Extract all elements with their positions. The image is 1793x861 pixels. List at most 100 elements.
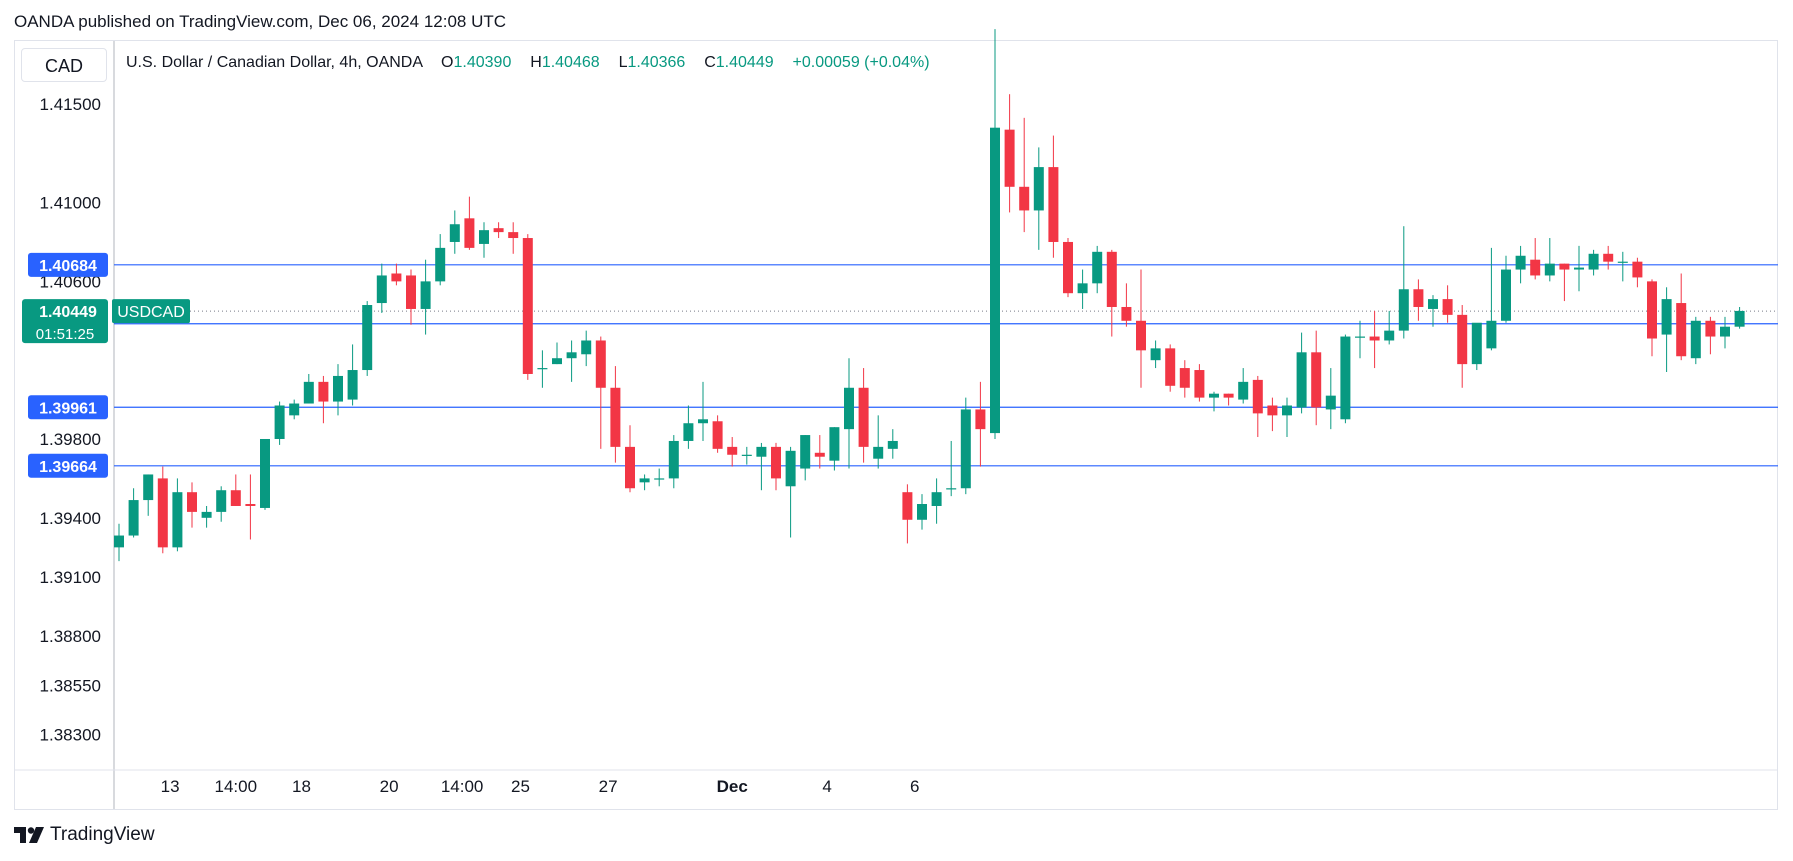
- candle-body: [1267, 405, 1278, 416]
- candle: [1617, 251, 1628, 282]
- candle-body: [844, 387, 854, 430]
- candle: [1588, 249, 1599, 276]
- candle-body: [1077, 283, 1088, 294]
- candle: [1325, 368, 1336, 430]
- candle: [1647, 279, 1657, 357]
- candle: [1209, 391, 1219, 412]
- candle-body: [1121, 306, 1132, 321]
- candle-body: [1720, 326, 1730, 337]
- candle-body: [960, 409, 971, 489]
- y-tick-label: 1.40600: [40, 272, 101, 291]
- legend-title: U.S. Dollar / Canadian Dollar, 4h, OANDA: [126, 54, 423, 71]
- candle-body: [1165, 348, 1176, 386]
- candle: [1369, 310, 1380, 369]
- candle: [493, 222, 504, 239]
- candle-body: [143, 474, 154, 501]
- last-price-value: 1.40449: [39, 304, 97, 321]
- ohlc-legend: U.S. Dollar / Canadian Dollar, 4h, OANDA…: [126, 54, 930, 72]
- candle: [1340, 334, 1351, 424]
- hline-price-label-bg: [28, 252, 108, 277]
- candle: [1077, 269, 1088, 309]
- candle-body: [931, 492, 942, 506]
- candle: [537, 350, 548, 388]
- currency-button[interactable]: CAD: [21, 48, 107, 82]
- candle: [1165, 344, 1176, 392]
- candle: [1223, 393, 1234, 406]
- candle: [1106, 249, 1117, 337]
- candle-body: [1530, 259, 1541, 276]
- candle: [1355, 320, 1365, 359]
- symbol-tag: USDCAD: [117, 304, 185, 321]
- candle-body: [1340, 336, 1351, 420]
- candle-body: [756, 446, 767, 457]
- chart-frame: [14, 40, 1778, 810]
- candle-body: [260, 438, 270, 508]
- y-tick-label: 1.38300: [40, 726, 101, 745]
- candle-body: [230, 490, 241, 506]
- candle: [1690, 316, 1701, 365]
- candle-body: [1092, 251, 1103, 284]
- candle: [902, 484, 913, 544]
- candle-body: [362, 305, 373, 371]
- candle-body: [1209, 393, 1219, 398]
- candle: [1311, 330, 1322, 426]
- candle: [990, 29, 1000, 439]
- candle: [1486, 247, 1497, 351]
- candle-body: [1311, 352, 1322, 408]
- candle: [1661, 287, 1672, 373]
- candle-body: [187, 492, 197, 512]
- candle-body: [114, 535, 124, 548]
- candle-body: [1647, 281, 1657, 339]
- candle-body: [1106, 251, 1117, 307]
- tradingview-logo[interactable]: TradingView: [14, 824, 155, 846]
- candle-body: [318, 381, 329, 402]
- candle: [873, 415, 884, 469]
- candle: [654, 468, 665, 487]
- last-price-tag: 1.40449 01:51:25 USDCAD: [22, 299, 190, 344]
- candle-body: [347, 370, 358, 400]
- x-tick-label: 13: [161, 777, 180, 796]
- candle: [406, 269, 416, 325]
- bar-countdown: 01:51:25: [36, 326, 94, 343]
- candle-body: [1048, 167, 1059, 242]
- candle: [1398, 226, 1409, 339]
- candle-body: [785, 450, 796, 487]
- candle: [128, 488, 139, 538]
- candle-body: [902, 492, 913, 520]
- candle: [508, 222, 519, 254]
- legend-low-value: 1.40366: [627, 54, 686, 71]
- candle-body: [479, 230, 489, 244]
- candle-body: [581, 340, 592, 355]
- candle: [449, 210, 460, 254]
- candle-body: [289, 403, 300, 416]
- hline-price-label: 1.40684: [28, 252, 108, 277]
- candle-body: [858, 387, 869, 447]
- candle-body: [1136, 320, 1146, 351]
- candle-body: [1442, 299, 1453, 315]
- candle: [420, 259, 431, 335]
- candle: [391, 263, 402, 286]
- candle: [347, 344, 358, 406]
- candle: [785, 446, 796, 538]
- candle: [1501, 255, 1511, 323]
- candle-body: [1179, 368, 1190, 388]
- hline-price-label-bg: [28, 453, 108, 478]
- candle: [595, 336, 606, 449]
- candle-body: [128, 500, 139, 536]
- candle-body: [990, 127, 1000, 434]
- candle: [1121, 283, 1132, 327]
- x-tick-label: 14:00: [215, 777, 258, 796]
- candle: [143, 474, 154, 516]
- x-tick-label: 18: [292, 777, 311, 796]
- candle: [1179, 360, 1190, 398]
- price-labels-layer: 1.406841.403851.399611.396641.4044901:51…: [22, 252, 190, 478]
- candle-body: [537, 368, 548, 370]
- candle: [1282, 397, 1292, 438]
- candle-body: [508, 232, 519, 239]
- legend-high-value: 1.40468: [541, 54, 600, 71]
- candle-body: [172, 492, 183, 548]
- candle: [1413, 279, 1424, 321]
- hline-price-label: 1.39961: [28, 395, 108, 420]
- x-tick-label: 14:00: [441, 777, 484, 796]
